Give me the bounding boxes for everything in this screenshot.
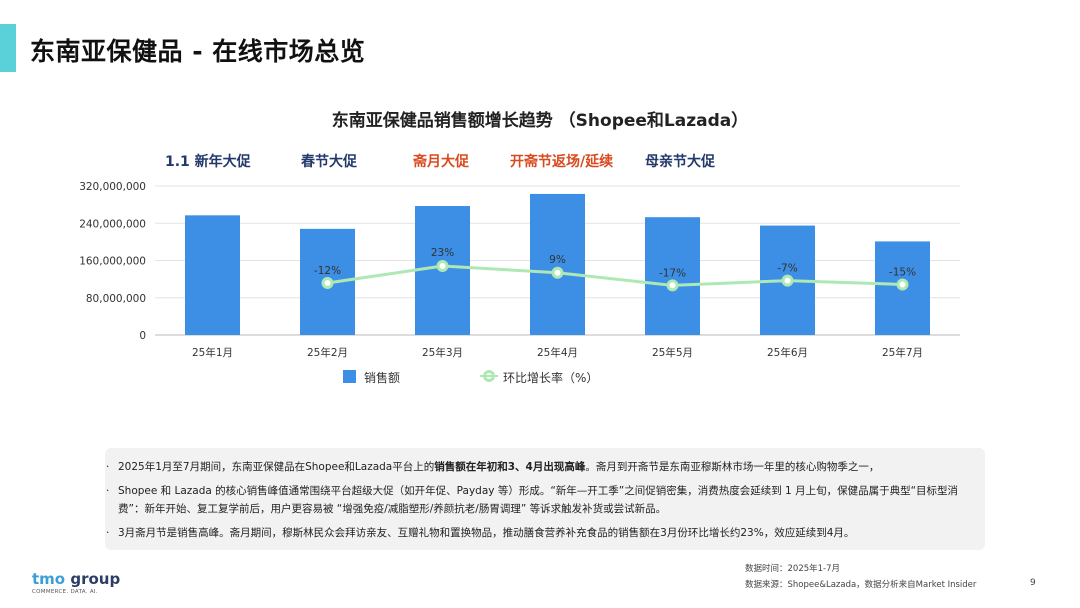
- legend-growth-label: 环比增长率（%）: [503, 371, 599, 385]
- x-tick-label: 25年3月: [422, 346, 463, 359]
- x-tick-label: 25年6月: [767, 346, 808, 359]
- page-title: 东南亚保健品 - 在线市场总览: [30, 37, 366, 66]
- sales-bar: [645, 217, 700, 335]
- growth-point: [781, 274, 794, 287]
- logo-main: tmo: [32, 570, 66, 588]
- sales-bar: [530, 193, 585, 335]
- chart-title: 东南亚保健品销售额增长趋势 （Shopee和Lazada）: [331, 111, 749, 131]
- company-logo: tmo group: [32, 570, 120, 588]
- note-3: · 3月斋月节是销售高峰。斋月期间，穆斯林民众会拜访亲友、互赠礼物和置换物品，推…: [106, 524, 968, 542]
- y-tick-label: 320,000,000: [79, 181, 146, 193]
- y-tick-label: 0: [139, 330, 146, 342]
- legend-sales-label: 销售额: [364, 371, 401, 385]
- growth-data-label: 23%: [431, 247, 454, 259]
- legend-sales-swatch: [343, 370, 356, 383]
- x-tick-label: 25年1月: [192, 346, 233, 359]
- legend-growth-marker: [480, 370, 498, 382]
- x-tick-label: 25年7月: [882, 346, 923, 359]
- growth-point: [436, 260, 449, 272]
- x-tick-label: 25年5月: [652, 346, 693, 359]
- data-time: 数据时间：2025年1-7月: [745, 564, 841, 574]
- x-tick-label: 25年2月: [307, 346, 348, 359]
- growth-data-label: -15%: [889, 266, 916, 278]
- note-bullet: ·: [106, 461, 110, 473]
- growth-data-label: -17%: [659, 267, 686, 279]
- note-1-suffix: 。斋月到开斋节是东南亚穆斯林市场一年里的核心购物季之一，: [585, 461, 880, 473]
- notes-box: [105, 448, 985, 550]
- y-tick-label: 240,000,000: [79, 218, 146, 230]
- event-label-mothers-day: 母亲节大促: [645, 154, 715, 170]
- logo-group: group: [65, 570, 121, 588]
- note-bullet: ·: [106, 485, 110, 497]
- sales-chart: 0 80,000,000 160,000,000 240,000,000 320,000…: [79, 181, 960, 359]
- growth-data-label: -7%: [777, 263, 797, 275]
- title-accent-bar: [0, 24, 16, 72]
- growth-point: [551, 266, 564, 279]
- event-label-spring-festival: 春节大促: [301, 154, 357, 170]
- growth-point: [896, 278, 909, 291]
- note-3-text: 3月斋月节是销售高峰。斋月期间，穆斯林民众会拜访亲友、互赠礼物和置换物品，推动膳…: [118, 527, 855, 539]
- growth-data-label: -12%: [314, 265, 341, 277]
- event-label-new-year: 1.1 新年大促: [165, 154, 251, 170]
- event-label-eid: 开斋节返场/延续: [510, 154, 614, 170]
- note-2: · Shopee 和 Lazada 的核心销售峰值通常围绕平台超级大促（如开年促…: [106, 482, 968, 518]
- event-label-ramadan: 斋月大促: [413, 154, 469, 170]
- note-2-text: Shopee 和 Lazada 的核心销售峰值通常围绕平台超级大促（如开年促、P…: [118, 485, 959, 515]
- note-1: · 2025年1月至7月期间，东南亚保健品在Shopee和Lazada平台上的销…: [106, 458, 968, 476]
- y-tick-label: 160,000,000: [79, 256, 146, 268]
- growth-line: [327, 264, 903, 287]
- y-tick-label: 80,000,000: [86, 293, 146, 305]
- sales-bar: [185, 215, 240, 335]
- data-source: 数据来源：Shopee&Lazada，数据分析来自Market Insider: [745, 580, 977, 590]
- growth-point: [666, 279, 679, 292]
- growth-point: [321, 277, 334, 289]
- note-bullet: ·: [106, 527, 110, 539]
- note-1-prefix: 2025年1月至7月期间，东南亚保健品在Shopee和Lazada平台上的: [118, 461, 435, 473]
- note-1-highlight: 销售额在年初和3、4月出现高峰: [434, 461, 586, 473]
- page-number: 9: [1030, 578, 1036, 588]
- logo-tagline: COMMERCE. DATA. AI.: [32, 589, 98, 595]
- x-tick-label: 25年4月: [537, 346, 578, 359]
- growth-data-label: 9%: [549, 254, 566, 266]
